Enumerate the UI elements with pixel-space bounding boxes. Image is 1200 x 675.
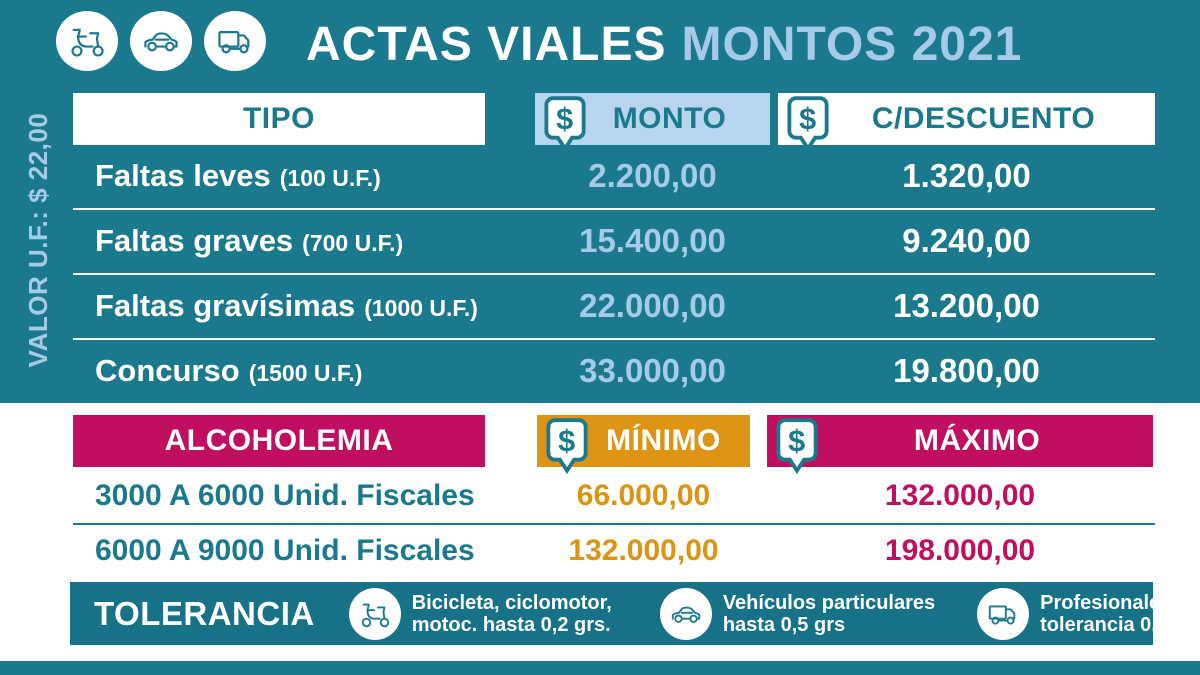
table-row: Concurso (1500 U.F.) 33.000,00 19.800,00	[73, 340, 1155, 403]
fine-type: Faltas gravísimas	[95, 288, 356, 323]
descuento-value: 13.200,00	[893, 287, 1040, 324]
fine-type: Faltas graves	[95, 223, 294, 258]
monto-value: 22.000,00	[579, 287, 726, 324]
table-row: 3000 A 6000 Unid. Fiscales 66.000,00 132…	[73, 470, 1155, 525]
header-maximo-label: MÁXIMO	[913, 424, 1041, 457]
header-tipo-label: TIPO	[242, 102, 315, 135]
table-row: Faltas leves (100 U.F.) 2.200,00 1.320,00	[73, 145, 1155, 210]
fines-table: Faltas leves (100 U.F.) 2.200,00 1.320,00…	[73, 145, 1155, 403]
dollar-icon: $	[787, 96, 829, 153]
scooter-icon	[56, 11, 118, 71]
page-title: ACTAS VIALES MONTOS 2021	[306, 10, 1022, 78]
alcohol-range: 3000 A 6000 Unid. Fiscales	[95, 479, 475, 512]
bottom-teal-strip	[0, 661, 1200, 675]
tolerance-item-truck: Profesionales tolerancia 0.0	[977, 587, 1172, 640]
alcohol-table: 3000 A 6000 Unid. Fiscales 66.000,00 132…	[73, 470, 1155, 578]
tolerance-item-moto: Bicicleta, ciclomotor, motoc. hasta 0,2 …	[348, 587, 612, 640]
tolerance-line2: tolerancia 0.0	[1040, 613, 1168, 636]
svg-text:$: $	[556, 101, 574, 136]
table-row: 6000 A 9000 Unid. Fiscales 132.000,00 19…	[73, 525, 1155, 578]
maximo-value: 198.000,00	[884, 534, 1036, 567]
header-minimo: $ MÍNIMO	[537, 415, 750, 475]
header-alcoholemia-label: ALCOHOLEMIA	[164, 424, 394, 457]
truck-icon	[204, 11, 266, 71]
valor-uf-label: VALOR U.F.: $ 22,00	[22, 112, 53, 368]
header-tipo: TIPO	[73, 93, 485, 145]
tolerance-item-car: Vehículos particulares hasta 0,5 grs	[659, 587, 936, 640]
fine-uf: (1500 U.F.)	[248, 360, 363, 386]
fine-uf: (700 U.F.)	[302, 230, 404, 256]
monto-value: 33.000,00	[579, 352, 726, 389]
dollar-icon: $	[776, 418, 818, 475]
header-monto-label: MONTO	[612, 102, 727, 135]
monto-value: 2.200,00	[588, 157, 717, 194]
descuento-value: 19.800,00	[893, 352, 1040, 389]
title-montos-2021: MONTOS 2021	[681, 17, 1023, 71]
tolerance-line2: hasta 0,5 grs	[722, 613, 846, 636]
tolerance-title: TOLERANCIA	[94, 594, 315, 632]
header-descuento: $ C/DESCUENTO	[778, 93, 1155, 153]
minimo-value: 132.000,00	[568, 534, 719, 567]
svg-text:$: $	[799, 101, 817, 136]
tolerance-line1: Vehículos particulares	[722, 591, 936, 614]
descuento-value: 9.240,00	[902, 222, 1031, 259]
fine-type: Concurso	[95, 353, 240, 388]
dollar-icon: $	[546, 418, 588, 475]
table-row: Faltas graves (700 U.F.) 15.400,00 9.240,…	[73, 210, 1155, 275]
header-maximo: $ MÁXIMO	[767, 415, 1153, 475]
fine-uf: (100 U.F.)	[279, 165, 381, 191]
svg-text:$: $	[788, 423, 806, 458]
descuento-value: 1.320,00	[902, 157, 1031, 194]
tolerance-line2: motoc. hasta 0,2 grs.	[411, 613, 611, 636]
table-row: Faltas gravísimas (1000 U.F.) 22.000,00 1…	[73, 275, 1155, 340]
title-actas-viales: ACTAS VIALES	[306, 17, 667, 71]
scooter-icon	[348, 587, 401, 640]
tolerance-bar: TOLERANCIA Bicicleta, ciclomotor, motoc.…	[70, 582, 1171, 645]
fine-type: Faltas leves	[95, 158, 271, 193]
header-monto: $ MONTO	[535, 93, 770, 153]
teal-background	[0, 0, 1200, 403]
tolerance-line1: Bicicleta, ciclomotor,	[411, 591, 612, 614]
monto-value: 15.400,00	[579, 222, 726, 259]
maximo-value: 132.000,00	[884, 479, 1036, 512]
car-icon	[659, 587, 712, 640]
header-descuento-label: C/DESCUENTO	[871, 102, 1096, 135]
car-icon	[130, 11, 192, 71]
header-minimo-label: MÍNIMO	[606, 424, 721, 457]
minimo-value: 66.000,00	[576, 479, 711, 512]
alcohol-range: 6000 A 9000 Unid. Fiscales	[95, 534, 475, 567]
fine-uf: (1000 U.F.)	[364, 295, 478, 321]
header-alcoholemia: ALCOHOLEMIA	[73, 415, 485, 467]
svg-text:$: $	[558, 423, 576, 458]
truck-icon	[977, 587, 1030, 640]
tolerance-line1: Profesionales	[1040, 591, 1172, 614]
dollar-icon: $	[544, 96, 586, 153]
